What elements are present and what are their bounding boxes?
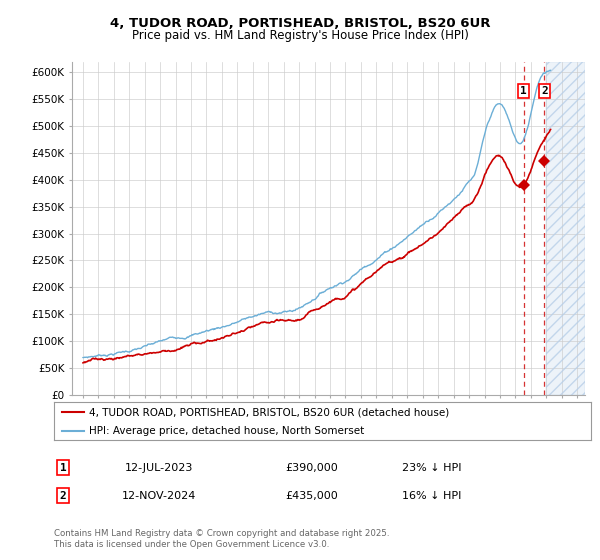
- Bar: [547, 62, 585, 395]
- Text: HPI: Average price, detached house, North Somerset: HPI: Average price, detached house, Nort…: [89, 426, 364, 436]
- Text: 2: 2: [59, 491, 67, 501]
- Text: £390,000: £390,000: [286, 463, 338, 473]
- Text: 1: 1: [520, 86, 527, 96]
- Text: 2: 2: [541, 86, 548, 96]
- Text: 23% ↓ HPI: 23% ↓ HPI: [402, 463, 462, 473]
- Text: 4, TUDOR ROAD, PORTISHEAD, BRISTOL, BS20 6UR: 4, TUDOR ROAD, PORTISHEAD, BRISTOL, BS20…: [110, 17, 490, 30]
- Text: 16% ↓ HPI: 16% ↓ HPI: [403, 491, 461, 501]
- Text: Price paid vs. HM Land Registry's House Price Index (HPI): Price paid vs. HM Land Registry's House …: [131, 29, 469, 42]
- Text: 1: 1: [59, 463, 67, 473]
- Text: £435,000: £435,000: [286, 491, 338, 501]
- Text: Contains HM Land Registry data © Crown copyright and database right 2025.: Contains HM Land Registry data © Crown c…: [54, 529, 389, 538]
- Text: This data is licensed under the Open Government Licence v3.0.: This data is licensed under the Open Gov…: [54, 540, 329, 549]
- Text: 12-JUL-2023: 12-JUL-2023: [125, 463, 193, 473]
- Bar: [547, 62, 585, 395]
- Text: 12-NOV-2024: 12-NOV-2024: [122, 491, 196, 501]
- Text: 4, TUDOR ROAD, PORTISHEAD, BRISTOL, BS20 6UR (detached house): 4, TUDOR ROAD, PORTISHEAD, BRISTOL, BS20…: [89, 407, 449, 417]
